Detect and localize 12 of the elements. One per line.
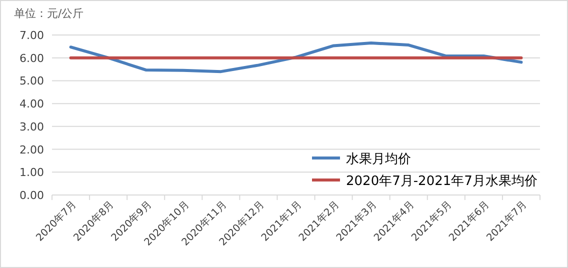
y-tick-label: 3.00 <box>20 120 44 134</box>
legend-label: 水果月均价 <box>346 152 411 167</box>
y-tick-label: 4.00 <box>20 98 44 111</box>
y-tick-label: 2.00 <box>20 143 44 156</box>
line-series <box>69 42 523 74</box>
y-tick-label: 0.00 <box>20 189 44 202</box>
y-tick-label: 5.00 <box>20 74 44 88</box>
y-axis-title: 单位：元/公斤 <box>14 7 84 20</box>
legend-label: 2020年7月-2021年7月水果均价 <box>346 174 538 189</box>
y-tick-label: 6.00 <box>20 52 44 65</box>
y-tick-label: 7.00 <box>20 29 44 42</box>
y-tick-label: 1.00 <box>20 166 44 180</box>
